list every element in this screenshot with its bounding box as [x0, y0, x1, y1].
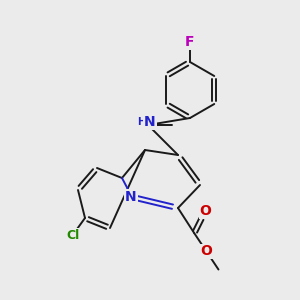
- Text: O: O: [200, 204, 211, 218]
- Text: H: H: [137, 117, 145, 127]
- Text: Cl: Cl: [66, 229, 79, 242]
- Text: N: N: [144, 115, 156, 129]
- Text: F: F: [185, 35, 195, 49]
- Text: N: N: [125, 190, 137, 204]
- Text: O: O: [200, 244, 212, 258]
